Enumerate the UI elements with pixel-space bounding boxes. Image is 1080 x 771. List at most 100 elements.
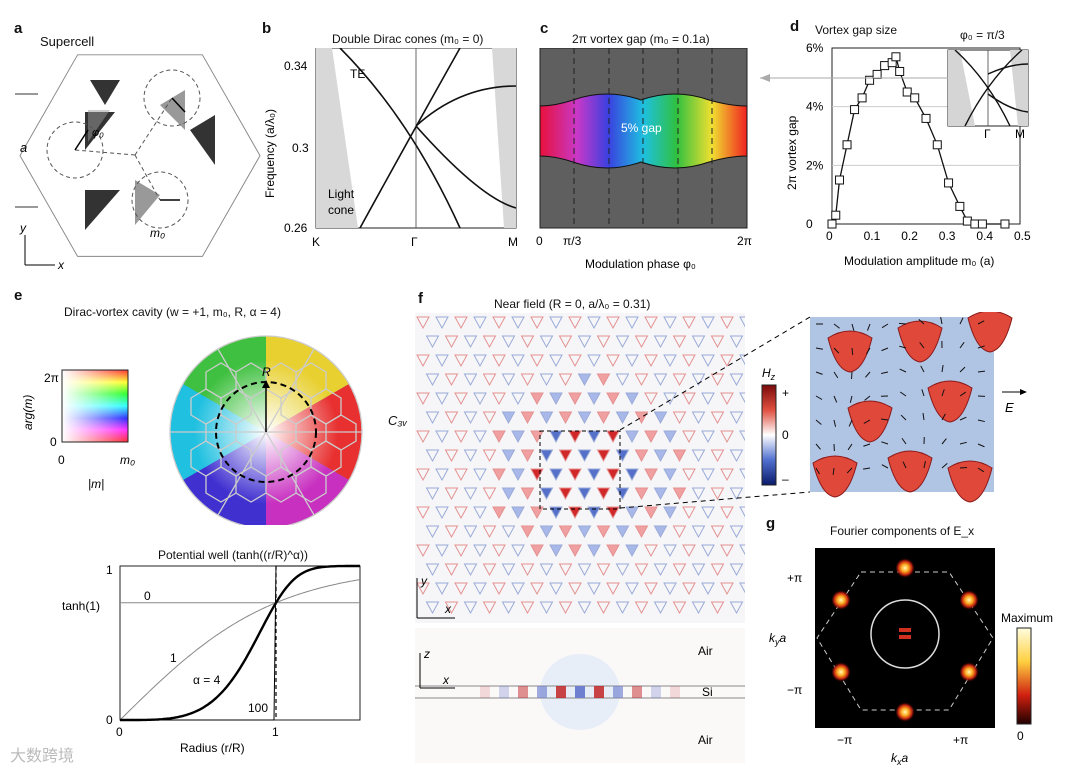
lattice-hole <box>596 411 611 425</box>
svg-text:0: 0 <box>536 234 543 248</box>
fourier-map: +π −π −π +π kxa kya Maximum 0 <box>769 548 1053 767</box>
panel-d-title: Vortex gap size <box>815 23 898 37</box>
lattice-hole <box>511 354 525 368</box>
lattice-hole <box>444 525 459 539</box>
lattice-hole <box>644 316 658 330</box>
lattice-hole <box>739 582 745 594</box>
data-point <box>1000 219 1010 229</box>
lattice-hole <box>492 354 506 368</box>
panel-c-label: c <box>540 20 549 37</box>
lattice-hole <box>454 392 468 406</box>
field-arrow <box>977 443 985 448</box>
svg-text:0: 0 <box>50 435 57 449</box>
lattice-hole <box>615 411 630 425</box>
lattice-hole <box>720 430 734 444</box>
lattice-hole <box>729 373 744 387</box>
lattice-hole <box>454 582 468 596</box>
lattice-hole <box>739 392 745 404</box>
gap-label: 5% gap <box>621 121 662 135</box>
triangle-hole <box>160 90 185 130</box>
field-blob <box>827 330 873 373</box>
lattice-hole <box>549 316 563 330</box>
lattice-hole <box>568 544 582 558</box>
lattice-hole <box>425 487 440 501</box>
lattice-hole <box>682 316 696 330</box>
lattice-hole <box>682 544 696 558</box>
lattice-hole <box>596 525 611 539</box>
lattice-hole <box>634 335 649 349</box>
phi-label: φ₀ <box>92 127 104 139</box>
lattice-hole <box>473 392 487 406</box>
lattice-hole <box>473 468 487 482</box>
lattice-hole <box>606 506 620 520</box>
lattice-hole <box>691 335 706 349</box>
lattice-hole <box>463 373 478 387</box>
field-arrow <box>815 443 821 450</box>
field-arrow <box>851 347 854 356</box>
field-arrow <box>848 419 853 427</box>
lattice-hole <box>501 335 516 349</box>
field-arrow <box>977 320 985 325</box>
data-point <box>880 61 890 71</box>
data-point <box>827 219 837 229</box>
svg-text:+: + <box>782 386 789 400</box>
potential-well-chart: 1 tanh(1) 0 0 1 Radius (r/R) 0 1 α = 4 1… <box>62 563 361 755</box>
lattice-hole <box>473 430 487 444</box>
lattice-hole <box>577 487 592 501</box>
lattice-hole <box>568 316 582 330</box>
field-arrow <box>880 418 889 421</box>
lattice-hole <box>511 468 525 482</box>
lattice-hole <box>416 544 430 558</box>
lattice-hole <box>606 354 620 368</box>
dirac-cone-plot: 0.34 0.3 0.26 K Γ M TE Light cone Freque… <box>263 48 518 249</box>
data-point <box>902 87 912 97</box>
lattice-hole <box>577 411 592 425</box>
lattice-hole <box>492 430 506 444</box>
field-arrow <box>959 441 967 445</box>
lattice-hole <box>587 316 601 330</box>
triangle-hole <box>90 80 120 105</box>
lattice-hole <box>530 392 544 406</box>
lattice-hole <box>729 525 744 539</box>
svg-text:0.34: 0.34 <box>284 59 308 73</box>
lattice-hole <box>435 392 449 406</box>
panel-d-xlabel: Modulation amplitude m₀ (a) <box>844 254 994 268</box>
field-arrow <box>977 467 985 473</box>
lattice-hole <box>701 392 715 406</box>
side-view-field: z x Air Si Air <box>415 628 745 763</box>
lattice-hole <box>739 506 745 518</box>
field-arrow <box>977 419 985 423</box>
lattice-hole <box>644 582 658 596</box>
data-point <box>857 93 867 103</box>
lattice-hole <box>577 335 592 349</box>
lattice-hole <box>511 392 525 406</box>
lattice-hole <box>492 316 506 330</box>
field-arrow <box>977 345 985 349</box>
field-blob <box>927 380 973 423</box>
lattice-hole <box>444 335 459 349</box>
lattice-hole <box>701 468 715 482</box>
lattice-hole <box>701 430 715 444</box>
lattice-hole <box>739 430 745 442</box>
field-arrow <box>851 323 855 331</box>
lattice-hole <box>663 392 677 406</box>
lattice-hole <box>473 506 487 520</box>
field-arrow <box>902 461 907 469</box>
lattice-hole <box>435 316 449 330</box>
svg-text:kxa: kxa <box>891 751 909 767</box>
data-point <box>895 66 905 76</box>
lattice-hole <box>682 392 696 406</box>
lattice-hole <box>739 544 745 556</box>
lattice-hole <box>729 487 744 501</box>
svg-text:0: 0 <box>58 453 65 467</box>
lattice-hole <box>539 563 554 577</box>
svg-text:|m|: |m| <box>88 477 104 491</box>
field-arrow <box>865 371 871 378</box>
panel-g-label: g <box>766 515 776 532</box>
lattice-hole <box>634 449 649 463</box>
panel-f-title: Near field (R = 0, a/λ₀ = 0.31) <box>494 297 651 311</box>
lattice-hole <box>653 335 668 349</box>
lattice-hole <box>530 544 544 558</box>
field-arrow <box>922 412 925 421</box>
lattice-hole <box>558 411 573 425</box>
